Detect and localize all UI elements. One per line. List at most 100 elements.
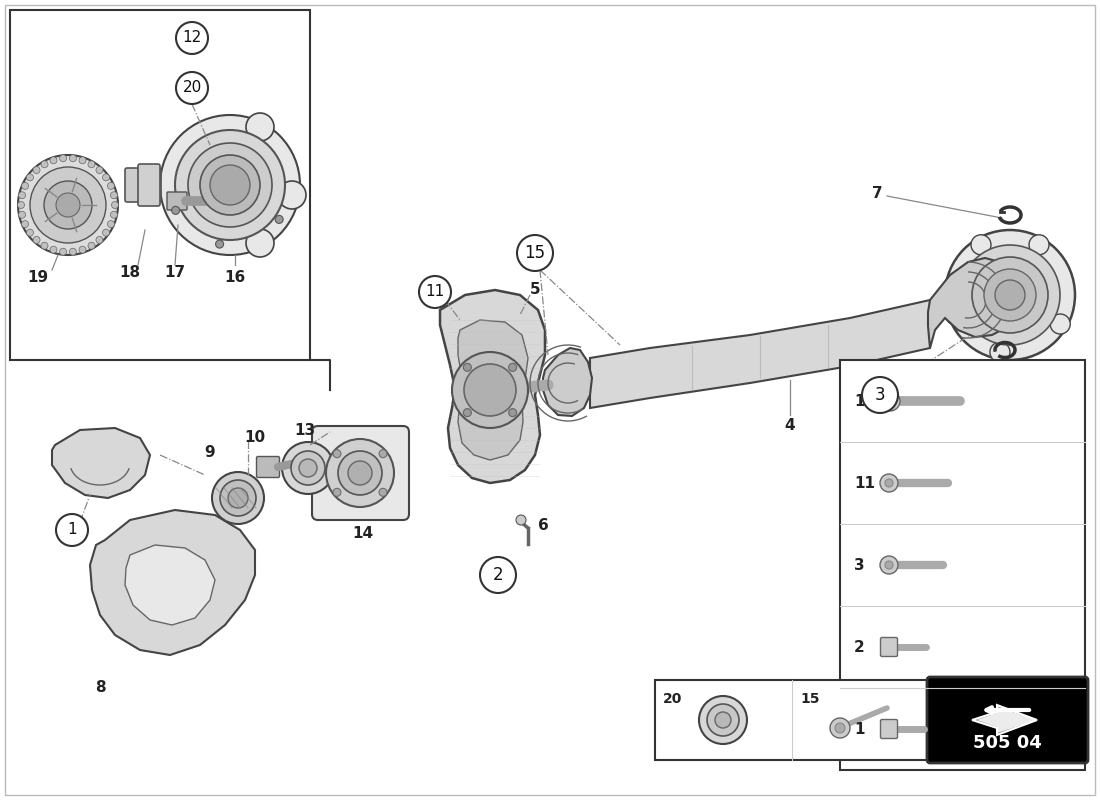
Circle shape [275,215,283,223]
Circle shape [69,154,76,162]
FancyBboxPatch shape [927,677,1088,763]
FancyBboxPatch shape [167,192,187,210]
Circle shape [176,72,208,104]
Circle shape [886,396,895,406]
Circle shape [41,242,48,250]
Circle shape [379,488,387,496]
Text: 6: 6 [538,518,549,533]
Circle shape [972,257,1048,333]
Circle shape [172,206,179,214]
Circle shape [176,22,208,54]
Circle shape [216,240,223,248]
Text: 11: 11 [854,475,874,490]
Bar [10,10,310,360]
Circle shape [175,130,285,240]
Text: 13: 13 [295,423,316,438]
Circle shape [707,704,739,736]
Circle shape [715,712,732,728]
Text: 17: 17 [164,265,186,280]
Circle shape [33,237,40,243]
Circle shape [338,451,382,495]
Circle shape [69,248,76,255]
Bar [840,360,1085,770]
Circle shape [419,276,451,308]
Circle shape [160,115,300,255]
Circle shape [88,242,95,250]
Text: 11: 11 [426,285,444,299]
Text: 2: 2 [854,639,865,654]
Circle shape [108,182,114,190]
Text: 20: 20 [183,81,201,95]
Circle shape [110,192,118,198]
Text: 10: 10 [244,430,265,445]
Circle shape [111,202,119,209]
Circle shape [19,192,25,198]
Text: 9: 9 [205,445,216,460]
FancyBboxPatch shape [312,426,409,520]
FancyBboxPatch shape [880,719,898,738]
Circle shape [108,221,114,228]
Circle shape [508,363,517,371]
Circle shape [96,237,103,243]
Circle shape [246,229,274,257]
Text: 3: 3 [874,386,886,404]
Circle shape [333,488,341,496]
Polygon shape [543,348,592,416]
Circle shape [830,718,850,738]
Circle shape [516,515,526,525]
Circle shape [79,157,86,164]
Circle shape [333,450,341,458]
Polygon shape [928,258,1015,348]
Text: 14: 14 [352,526,374,541]
Circle shape [348,461,372,485]
Circle shape [880,474,898,492]
Circle shape [41,161,48,168]
Text: 12: 12 [854,394,876,409]
Circle shape [102,229,110,236]
Circle shape [1050,314,1070,334]
Circle shape [30,167,106,243]
Text: 15: 15 [800,692,820,706]
Circle shape [50,246,57,253]
Text: 1: 1 [67,522,77,538]
Circle shape [33,166,40,174]
Circle shape [835,723,845,733]
Circle shape [50,157,57,164]
Circle shape [210,165,250,205]
FancyBboxPatch shape [256,457,279,478]
Circle shape [480,557,516,593]
Circle shape [463,363,472,371]
Text: 7: 7 [872,186,883,201]
Polygon shape [90,510,255,655]
Circle shape [880,556,898,574]
Circle shape [212,472,264,524]
Circle shape [96,166,103,174]
Circle shape [246,113,274,141]
Circle shape [26,229,33,236]
Polygon shape [977,707,1037,733]
Circle shape [220,480,256,516]
Text: 505 04: 505 04 [972,734,1042,752]
Circle shape [282,442,334,494]
Circle shape [18,202,24,209]
Circle shape [880,391,900,411]
Text: 1: 1 [854,722,865,737]
FancyBboxPatch shape [880,638,898,657]
Circle shape [698,696,747,744]
Circle shape [996,280,1025,310]
Circle shape [971,234,991,254]
Text: 5: 5 [530,282,540,298]
Circle shape [517,235,553,271]
Text: 4: 4 [784,418,795,433]
Circle shape [22,221,29,228]
Circle shape [886,479,893,487]
Circle shape [26,174,33,181]
Circle shape [1028,234,1049,254]
Circle shape [990,342,1010,362]
Circle shape [59,154,67,162]
Text: 8: 8 [95,680,106,695]
Text: 12: 12 [183,30,201,46]
Text: 20: 20 [663,692,682,706]
Circle shape [299,459,317,477]
Circle shape [452,352,528,428]
